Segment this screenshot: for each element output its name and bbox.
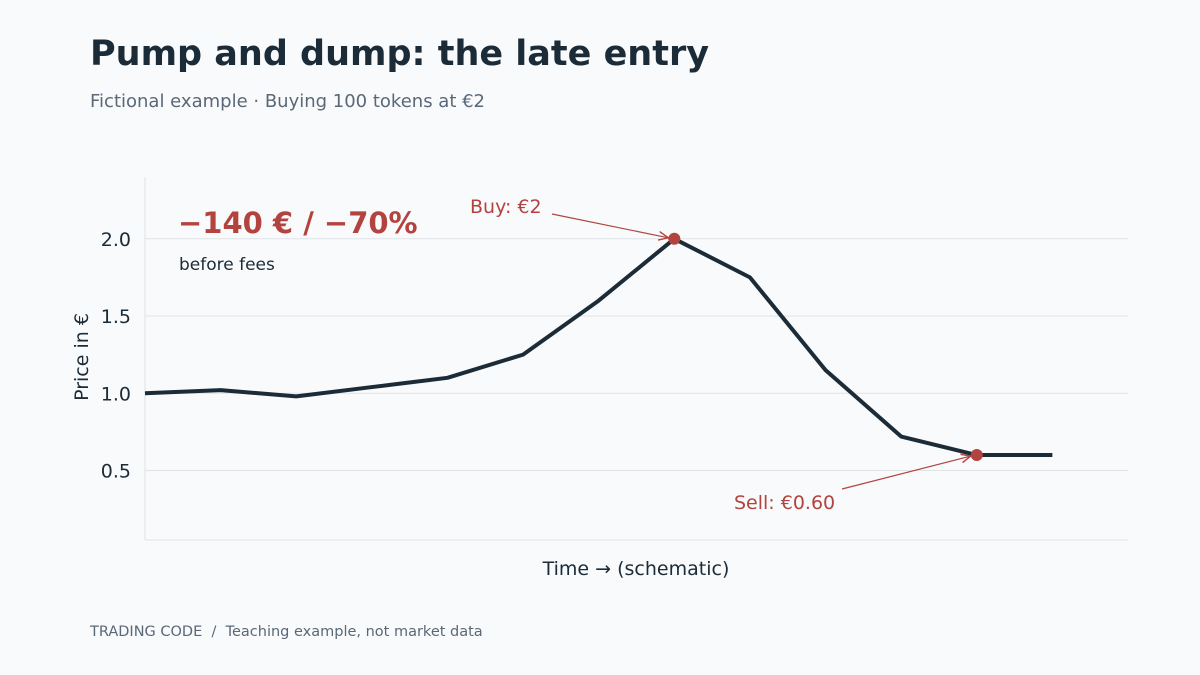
y-axis-label: Price in € — [71, 313, 93, 401]
footer-credit: TRADING CODE / Teaching example, not mar… — [90, 624, 483, 640]
grid-lines — [145, 238, 1128, 471]
price-line — [144, 236, 1053, 458]
annotation-layer: Buy: €2 Sell: €0.60 — [470, 196, 983, 514]
chart-subtitle: Fictional example · Buying 100 tokens at… — [90, 91, 486, 112]
y-tick-label: 0.5 — [101, 460, 131, 482]
price-chart: 0.5 1.0 1.5 2.0 Buy: €2 Sell: €0.60 −140 € /… — [71, 177, 1128, 580]
y-tick-labels: 0.5 1.0 1.5 2.0 — [101, 229, 131, 483]
sell-marker — [970, 449, 983, 462]
y-tick-label: 2.0 — [101, 229, 131, 251]
buy-arrow — [551, 213, 668, 238]
loss-callout-note: before fees — [179, 255, 275, 275]
chart-title: Pump and dump: the late entry — [90, 34, 710, 74]
x-axis-label: Time → (schematic) — [542, 558, 730, 580]
buy-marker — [668, 232, 681, 245]
y-tick-label: 1.5 — [101, 306, 131, 328]
loss-callout: −140 € / −70% — [178, 206, 418, 240]
y-tick-label: 1.0 — [101, 383, 131, 405]
sell-arrow — [841, 456, 971, 490]
series-layer — [144, 236, 1053, 458]
buy-label: Buy: €2 — [470, 196, 542, 218]
sell-label: Sell: €0.60 — [734, 492, 835, 514]
